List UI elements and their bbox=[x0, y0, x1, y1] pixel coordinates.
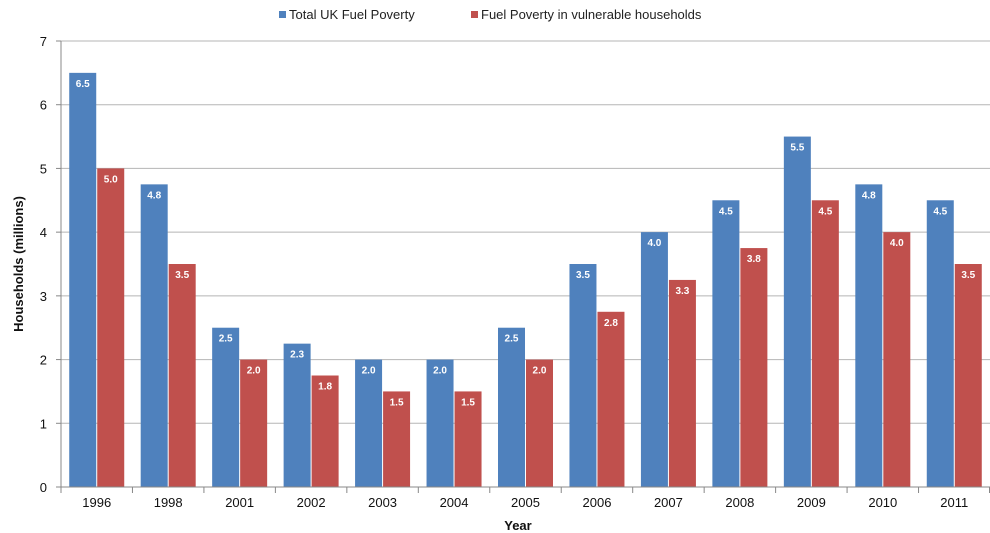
bar-total bbox=[640, 232, 668, 487]
bar-vulnerable bbox=[811, 200, 839, 488]
bars: 6.5 5.0 4.8 3.5 2.5 2.0 2.3 1.8 2.0 1.5 2.0 1.5 2.5 2… bbox=[69, 72, 982, 488]
x-tick-label: 1998 bbox=[154, 495, 183, 510]
x-tick-label: 2004 bbox=[440, 495, 469, 510]
x-tick-label: 2001 bbox=[225, 495, 254, 510]
bar-vulnerable bbox=[168, 264, 196, 487]
bar-total bbox=[355, 359, 383, 487]
bar-vulnerable bbox=[240, 359, 268, 487]
bar-total bbox=[140, 184, 168, 487]
bar-total bbox=[498, 327, 525, 487]
legend-swatch-total bbox=[279, 11, 286, 18]
bar-value-label: 5.5 bbox=[790, 143, 804, 154]
bar-value-label: 1.5 bbox=[390, 397, 404, 408]
y-tick-label: 3 bbox=[40, 289, 47, 304]
bar-value-label: 4.5 bbox=[719, 206, 733, 217]
bar-value-label: 2.0 bbox=[362, 366, 376, 377]
legend-label-vulnerable: Fuel Poverty in vulnerable households bbox=[481, 7, 702, 22]
bar-value-label: 3.5 bbox=[175, 270, 189, 281]
bar-value-label: 6.5 bbox=[76, 79, 90, 90]
bar-value-label: 4.8 bbox=[147, 190, 161, 201]
bar-vulnerable bbox=[383, 391, 411, 487]
x-tick-label: 2003 bbox=[368, 495, 397, 510]
bar-value-label: 3.5 bbox=[961, 270, 975, 281]
legend-label-total: Total UK Fuel Poverty bbox=[289, 7, 415, 22]
x-tick-label: 2011 bbox=[940, 495, 968, 510]
bar-total bbox=[283, 343, 311, 487]
x-tick-label: 2005 bbox=[511, 495, 540, 510]
bar-value-label: 2.5 bbox=[219, 334, 233, 345]
y-tick-label: 6 bbox=[40, 98, 47, 113]
x-tick-label: 2006 bbox=[583, 495, 612, 510]
y-tick-label: 0 bbox=[40, 480, 47, 495]
bar-value-label: 2.5 bbox=[505, 334, 519, 345]
bar-vulnerable bbox=[954, 264, 982, 487]
bar-value-label: 1.8 bbox=[318, 382, 332, 393]
x-tick-label: 2008 bbox=[725, 495, 754, 510]
bar-total bbox=[569, 264, 597, 487]
x-tick-label: 2009 bbox=[797, 495, 826, 510]
x-axis-title: Year bbox=[504, 518, 531, 533]
bar-value-label: 3.8 bbox=[747, 254, 761, 265]
x-tick-label: 2007 bbox=[654, 495, 683, 510]
y-tick-label: 1 bbox=[40, 416, 47, 431]
bar-total bbox=[712, 200, 740, 488]
bar-vulnerable bbox=[597, 311, 625, 487]
y-tick-label: 4 bbox=[40, 225, 47, 240]
y-tick-label: 5 bbox=[40, 161, 47, 176]
gridlines bbox=[61, 40, 990, 424]
bar-vulnerable bbox=[526, 359, 553, 487]
bar-vulnerable bbox=[454, 391, 482, 487]
bar-value-label: 5.0 bbox=[104, 174, 118, 185]
bar-value-label: 4.0 bbox=[890, 238, 904, 249]
bar-value-label: 2.3 bbox=[290, 350, 304, 361]
legend: Total UK Fuel Poverty Fuel Poverty in vu… bbox=[279, 7, 702, 22]
bar-vulnerable bbox=[883, 232, 911, 487]
bar-vulnerable bbox=[311, 375, 339, 487]
y-tick-label: 7 bbox=[40, 34, 47, 49]
x-tick-label: 2002 bbox=[297, 495, 326, 510]
bar-vulnerable bbox=[740, 248, 768, 487]
y-axis-title: Households (millions) bbox=[11, 196, 26, 332]
x-tick-label: 2010 bbox=[868, 495, 897, 510]
bar-value-label: 2.8 bbox=[604, 318, 618, 329]
bar-total bbox=[212, 327, 240, 487]
bar-value-label: 4.5 bbox=[933, 206, 947, 217]
bar-total bbox=[855, 184, 883, 487]
bar-value-label: 4.8 bbox=[862, 190, 876, 201]
legend-swatch-vulnerable bbox=[471, 11, 478, 18]
bar-value-label: 2.0 bbox=[533, 366, 547, 377]
bar-total bbox=[69, 72, 97, 487]
bar-total bbox=[926, 200, 954, 488]
bar-value-label: 4.5 bbox=[818, 206, 832, 217]
x-tick-label: 1996 bbox=[82, 495, 111, 510]
y-tick-label: 2 bbox=[40, 353, 47, 368]
bar-total bbox=[426, 359, 454, 487]
bar-value-label: 2.0 bbox=[247, 366, 261, 377]
bar-vulnerable bbox=[97, 168, 125, 487]
bar-value-label: 3.5 bbox=[576, 270, 590, 281]
bar-value-label: 1.5 bbox=[461, 397, 475, 408]
bar-value-label: 2.0 bbox=[433, 366, 447, 377]
bar-total bbox=[783, 136, 811, 488]
bar-value-label: 4.0 bbox=[647, 238, 661, 249]
axes: 0 1 2 3 4 5 6 7 1996 1998 2001 2002 2003 2004 2005 2006… bbox=[40, 34, 990, 510]
bar-value-label: 3.3 bbox=[675, 286, 689, 297]
bar-vulnerable bbox=[668, 279, 696, 487]
